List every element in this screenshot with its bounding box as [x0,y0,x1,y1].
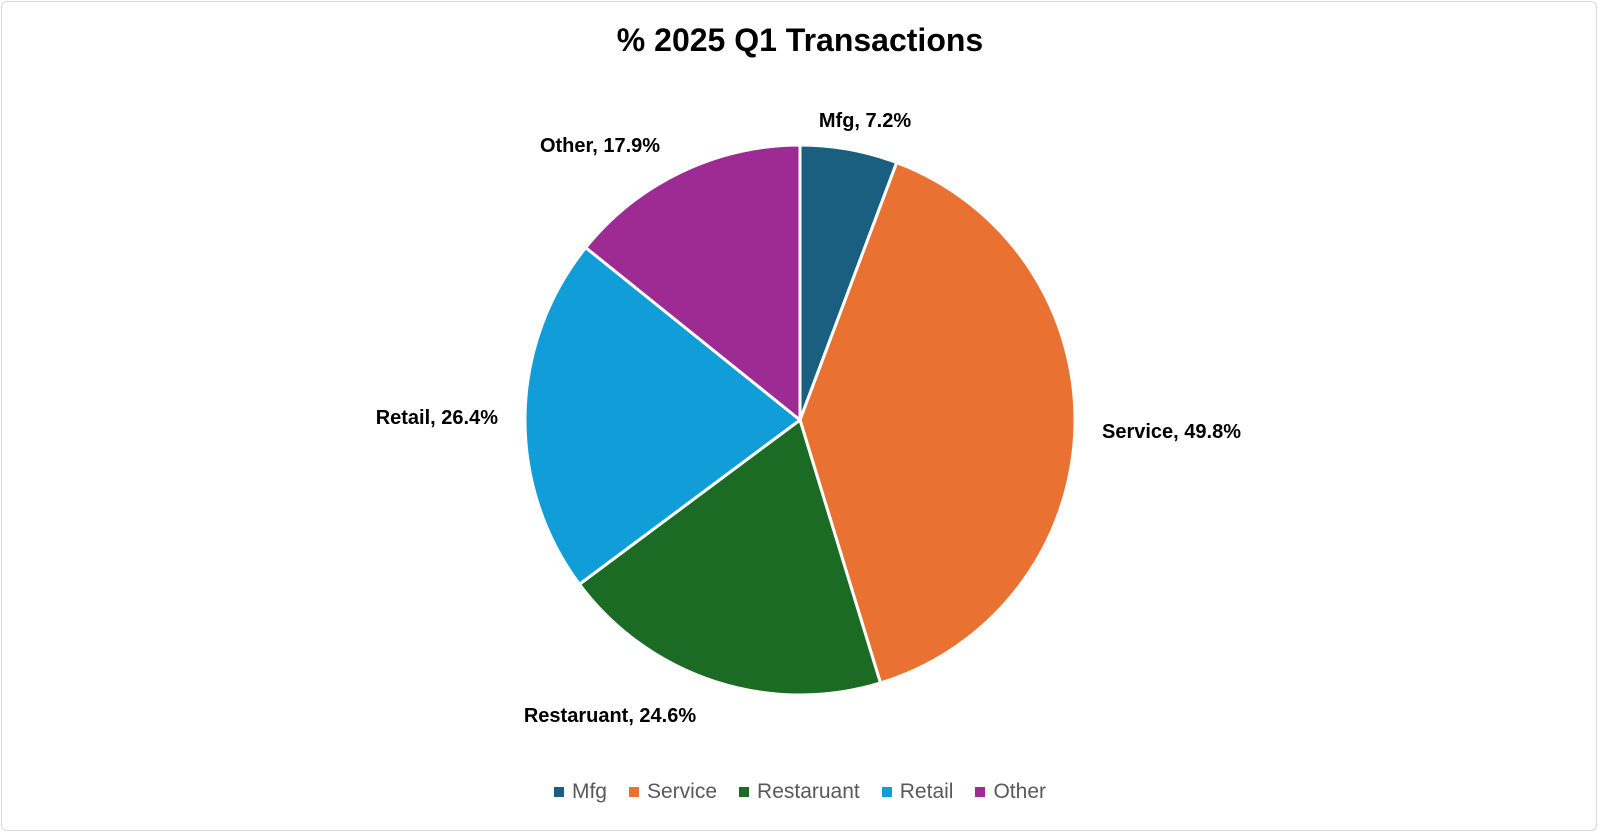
legend-swatch-restaruant [739,787,750,797]
legend-swatch-retail [881,787,892,797]
data-label-service: Service, 49.8% [1102,421,1241,443]
data-label-other: Other, 17.9% [540,135,660,157]
chart-title: % 2025 Q1 Transactions [616,22,984,58]
legend-label-service: Service [647,780,718,803]
pie-slice-restaruant [577,418,882,697]
legend-label-other: Other [993,780,1046,803]
legend-item-service: Service [629,780,717,804]
legend-label-restaruant: Restaruant [757,780,860,803]
data-label-restaruant: Restaruant, 24.6% [524,705,697,727]
legend-item-restaruant: Restaruant [739,780,860,804]
chart-legend: Mfg Service Restaruant Retail Other [0,780,1600,804]
legend-swatch-mfg [553,787,564,797]
legend-item-other: Other [975,780,1046,804]
legend-swatch-other [975,787,986,797]
pie-slice-retail [523,246,802,586]
legend-label-mfg: Mfg [571,780,607,803]
data-label-mfg: Mfg, 7.2% [819,110,911,132]
pie-data-labels: Mfg, 7.2% Service, 49.8% Restaruant, 24.… [376,110,1242,727]
legend-item-retail: Retail [881,780,954,804]
legend-item-mfg: Mfg [553,780,607,804]
pie-slices [523,143,1077,697]
pie-slice-other [584,143,802,422]
legend-label-retail: Retail [899,780,954,803]
data-label-retail: Retail, 26.4% [376,407,499,429]
pie-slice-service [798,161,1077,685]
legend-swatch-service [629,787,639,797]
